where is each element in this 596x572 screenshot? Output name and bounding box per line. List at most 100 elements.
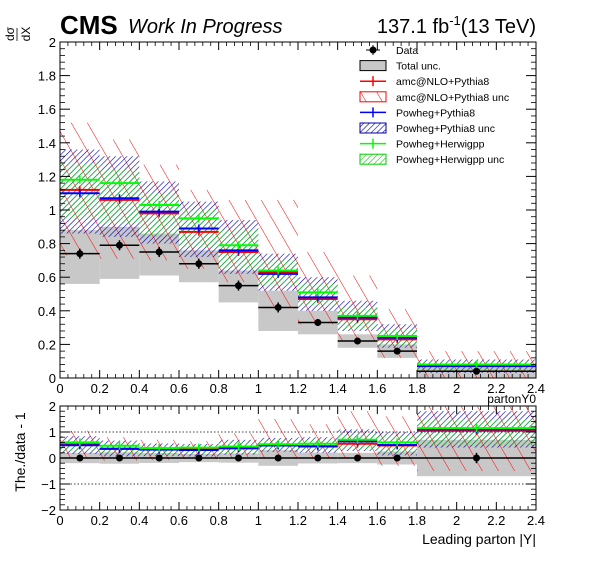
bottom-data-point-6	[298, 454, 338, 462]
bottom-data-point-7	[337, 454, 378, 462]
legend-entry-total: Total unc.	[359, 60, 441, 73]
top-panel: 0 0.2 0.4 0.6 0.8 1 1.2 1.4 1.6 1.8 2 2.2 2.4 0 0.2 0.4…	[38, 35, 545, 396]
bottom-data-marker-9	[473, 454, 480, 462]
legend-pwh-hatch-box	[359, 153, 387, 165]
top-data-point-4	[218, 280, 259, 291]
top-pwp-marker-bin-0	[60, 189, 100, 198]
bottom-panel: 0 0.2 0.4 0.6 0.8 1 1.2 1.4 1.6 1.8 2 2.2 2.4 −2 −1 0 1 2	[41, 399, 545, 528]
lumi-energy: (13 TeV)	[461, 16, 536, 38]
top-data-marker-8	[393, 347, 401, 355]
top-data-marker-0	[76, 250, 84, 258]
bottom-data-marker-7	[354, 454, 361, 462]
top-data-point-2	[139, 246, 179, 258]
top-pwh-marker-bin-1	[99, 179, 140, 188]
bottom-xtick-label-3: 0.6	[170, 513, 188, 528]
bottom-pwh-marker-bin-3	[179, 443, 219, 452]
top-pwp-marker-bin-1	[99, 194, 140, 203]
bottom-data-point-3	[179, 454, 219, 462]
top-pwh-marker-bin-0	[60, 175, 100, 184]
top-axes: 0 0.2 0.4 0.6 0.8 1 1.2 1.4 1.6 1.8 2 2.2 2.4 0 0.2 0.4…	[38, 35, 545, 396]
legend-symbol-data	[366, 45, 380, 55]
bottom-xtick-label-0: 0	[56, 513, 63, 528]
bottom-data-marker-1	[116, 454, 123, 462]
legend-entry-amc_unc: amc@NLO+Pythia8 unc	[359, 91, 509, 104]
legend-entry-pwp_unc: Powheg+Pythia8 unc	[359, 122, 495, 135]
top-ytick-label-6: 1.2	[38, 169, 56, 184]
top-pwh-marker-bin-6	[298, 288, 338, 297]
bottom-ytick-label-2: 0	[49, 451, 56, 466]
top-plot-content	[60, 122, 536, 378]
legend-symbol-pwp_unc	[359, 122, 387, 134]
bottom-ytick-label-4: 2	[49, 399, 56, 414]
top-ytick-label-8: 1.6	[38, 102, 56, 117]
bottom-data-marker-5	[274, 454, 282, 462]
bottom-pwh-marker-bin-7	[337, 435, 378, 444]
top-data-point-9	[417, 367, 536, 375]
bottom-xtick-label-10: 2	[453, 513, 460, 528]
bottom-data-marker-0	[76, 454, 84, 462]
top-xtick-label-8: 1.6	[368, 381, 386, 396]
top-ytick-label-1: 0.2	[38, 337, 56, 352]
bottom-pwh-marker-bin-1	[99, 441, 140, 450]
bottom-y-axis-label: The./data - 1	[12, 412, 28, 492]
bottom-data-point-4	[218, 454, 259, 462]
top-ytick-label-9: 1.8	[38, 69, 56, 84]
bottom-data-marker-3	[195, 454, 203, 462]
bottom-pwh-marker-bin-2	[139, 444, 179, 453]
legend-symbol-total	[359, 60, 387, 72]
legend-data-marker	[369, 46, 377, 54]
top-xtick-label-12: 2.4	[527, 381, 545, 396]
bottom-xtick-label-6: 1.2	[289, 513, 307, 528]
bottom-xtick-label-12: 2.4	[527, 513, 545, 528]
top-y-axis-label: dσ dX	[3, 26, 33, 41]
legend-label-pwh_unc: Powheg+Herwigpp unc	[396, 154, 504, 166]
top-data-marker-3	[195, 260, 203, 268]
bottom-pwh-marker-bin-8	[377, 438, 417, 447]
top-ytick-label-7: 1.4	[38, 136, 56, 151]
top-data-point-3	[179, 258, 219, 269]
bottom-data-marker-6	[314, 454, 322, 462]
top-data-point-8	[377, 347, 417, 355]
top-x-axis-label: partonY0	[487, 392, 536, 406]
legend-label-amc: amc@NLO+Pythia8	[396, 76, 489, 88]
legend-symbol-pwh_unc	[359, 153, 387, 165]
top-ylabel-denominator: dX	[19, 27, 33, 42]
top-ytick-label-0: 0	[49, 371, 56, 386]
top-data-marker-4	[235, 282, 242, 290]
top-xtick-label-0: 0	[56, 381, 63, 396]
bottom-plot-content	[60, 406, 536, 485]
top-ytick-label-3: 0.6	[38, 270, 56, 285]
legend-entry-pwh_unc: Powheg+Herwigpp unc	[359, 153, 504, 166]
lumi-main: 137.1 fb	[377, 16, 449, 38]
legend-entry-amc: amc@NLO+Pythia8	[360, 76, 489, 88]
top-xtick-label-1: 0.2	[91, 381, 109, 396]
top-pwh-marker-bin-9	[417, 360, 536, 369]
bottom-data-marker-8	[393, 454, 401, 462]
top-ytick-label-2: 0.4	[38, 304, 56, 319]
top-xtick-label-2: 0.4	[130, 381, 148, 396]
bottom-data-point-8	[377, 454, 417, 462]
top-xtick-label-5: 1	[255, 381, 262, 396]
top-xtick-label-11: 2.2	[487, 381, 505, 396]
top-ytick-label-5: 1	[49, 203, 56, 218]
legend-pwp-hatch-box	[359, 122, 387, 134]
bottom-data-point-1	[99, 454, 140, 462]
bottom-pwh-marker-bin-4	[218, 442, 259, 451]
bottom-xtick-label-7: 1.4	[329, 513, 347, 528]
legend-label-total: Total unc.	[396, 61, 441, 73]
top-xtick-label-10: 2	[453, 381, 460, 396]
top-data-point-0	[60, 248, 100, 259]
legend-label-amc_unc: amc@NLO+Pythia8 unc	[396, 92, 509, 104]
lumi-exponent: -1	[449, 13, 461, 28]
top-pwh-marker-bin-3	[179, 214, 219, 223]
bottom-data-marker-4	[235, 454, 242, 462]
top-pwp-marker-bin-3	[179, 224, 219, 233]
legend-label-pwp: Powheg+Pythia8	[396, 107, 475, 119]
bottom-pwh-marker-bin-5	[258, 440, 298, 449]
bottom-axes: 0 0.2 0.4 0.6 0.8 1 1.2 1.4 1.6 1.8 2 2.2 2.4 −2 −1 0 1 2	[41, 399, 545, 528]
top-xtick-label-4: 0.8	[210, 381, 228, 396]
legend-entry-data: Data	[366, 45, 418, 57]
legend: Data Total unc. amc@NLO+Pythia8 amc@NLO+Pyt…	[359, 45, 509, 166]
bottom-ytick-label-0: −2	[41, 503, 56, 518]
bottom-pwh-marker-bin-0	[60, 438, 100, 447]
